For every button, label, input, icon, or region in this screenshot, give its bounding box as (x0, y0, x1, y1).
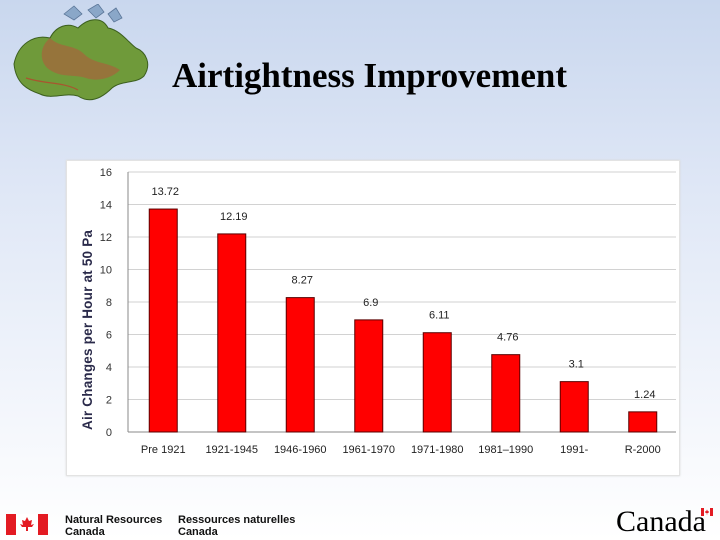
x-tick-label: 1921-1945 (205, 444, 258, 456)
bar (422, 332, 452, 433)
bars (148, 208, 658, 433)
canada-flag-icon (6, 514, 48, 535)
y-tick-label: 0 (106, 427, 112, 439)
bar (354, 319, 384, 433)
org-name-english: Natural Resources Canada (65, 514, 162, 538)
y-tick-label: 2 (106, 395, 112, 407)
x-tick-label: 1946-1960 (274, 444, 327, 456)
org-fr-line2: Canada (178, 526, 218, 538)
org-name-french: Ressources naturelles Canada (178, 514, 295, 538)
x-tick-label: R-2000 (625, 444, 661, 456)
bar (559, 381, 589, 433)
bar (491, 354, 521, 433)
data-label: 6.11 (429, 310, 450, 322)
data-label: 12.19 (220, 211, 248, 223)
y-tick-label: 12 (100, 232, 112, 244)
data-label: 8.27 (292, 275, 313, 287)
x-tick-label: 1961-1970 (342, 444, 395, 456)
x-tick-label: 1971-1980 (411, 444, 464, 456)
x-tick-label: 1991- (560, 444, 588, 456)
gridlines (127, 171, 676, 433)
bar (285, 297, 315, 433)
bar (148, 208, 178, 433)
data-label: 4.76 (497, 332, 518, 344)
data-label: 6.9 (363, 297, 378, 309)
org-en-line1: Natural Resources (65, 514, 163, 526)
bar (217, 233, 247, 433)
x-tick-label: 1981–1990 (478, 444, 533, 456)
org-en-line2: Canada (65, 526, 105, 538)
data-label: 1.24 (634, 389, 655, 401)
y-tick-label: 16 (100, 167, 112, 179)
y-tick-label: 10 (100, 265, 112, 277)
org-fr-line1: Ressources naturelles (178, 514, 296, 526)
y-tick-label: 6 (106, 330, 112, 342)
y-tick-label: 4 (106, 362, 112, 374)
x-tick-label: Pre 1921 (141, 444, 186, 456)
wordmark-flag-icon (701, 508, 713, 516)
y-tick-label: 14 (100, 200, 112, 212)
canada-map-logo-icon (13, 4, 149, 101)
canada-wordmark: Canada (616, 505, 706, 538)
slide-title: Airtightness Improvement (172, 56, 568, 95)
bar (628, 411, 658, 433)
labels: 0 2 4 6 8 10 12 14 16 13.72 Pre 1921 12.19 1921-1945… (100, 167, 661, 456)
y-tick-label: 8 (106, 297, 112, 309)
data-label: 13.72 (151, 186, 179, 198)
data-label: 3.1 (569, 359, 584, 371)
